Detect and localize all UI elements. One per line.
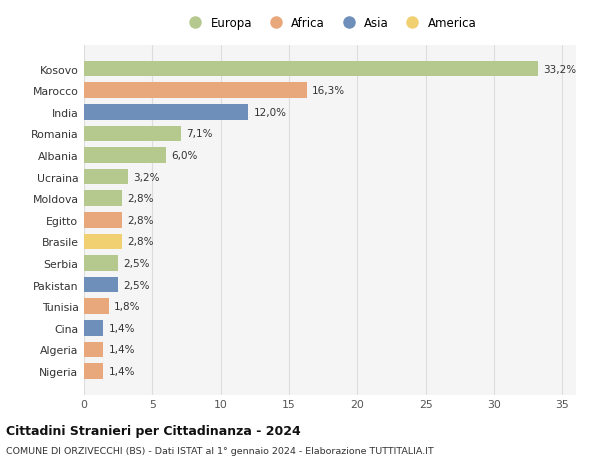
Text: 2,8%: 2,8% [128, 194, 154, 204]
Text: 7,1%: 7,1% [187, 129, 213, 139]
Bar [84, 213, 122, 228]
Text: 2,8%: 2,8% [128, 237, 154, 247]
Bar [84, 299, 109, 314]
Text: 16,3%: 16,3% [312, 86, 346, 96]
Legend: Europa, Africa, Asia, America: Europa, Africa, Asia, America [184, 17, 476, 30]
Bar [84, 256, 118, 271]
Bar [84, 320, 103, 336]
Bar [84, 169, 128, 185]
Text: COMUNE DI ORZIVECCHI (BS) - Dati ISTAT al 1° gennaio 2024 - Elaborazione TUTTITA: COMUNE DI ORZIVECCHI (BS) - Dati ISTAT a… [6, 447, 434, 455]
Bar [84, 277, 118, 293]
Bar [84, 83, 307, 99]
Bar [84, 62, 538, 77]
Text: 3,2%: 3,2% [133, 172, 160, 182]
Text: 1,4%: 1,4% [109, 323, 135, 333]
Bar [84, 105, 248, 120]
Bar [84, 148, 166, 163]
Text: 6,0%: 6,0% [172, 151, 198, 161]
Text: 2,8%: 2,8% [128, 215, 154, 225]
Text: 2,5%: 2,5% [124, 258, 150, 269]
Bar [84, 234, 122, 250]
Text: 1,4%: 1,4% [109, 366, 135, 376]
Text: 1,8%: 1,8% [114, 302, 140, 312]
Text: 33,2%: 33,2% [543, 65, 577, 74]
Bar [84, 191, 122, 207]
Text: 2,5%: 2,5% [124, 280, 150, 290]
Text: 12,0%: 12,0% [253, 107, 286, 118]
Text: 1,4%: 1,4% [109, 345, 135, 354]
Text: Cittadini Stranieri per Cittadinanza - 2024: Cittadini Stranieri per Cittadinanza - 2… [6, 424, 301, 437]
Bar [84, 364, 103, 379]
Bar [84, 342, 103, 358]
Bar [84, 126, 181, 142]
